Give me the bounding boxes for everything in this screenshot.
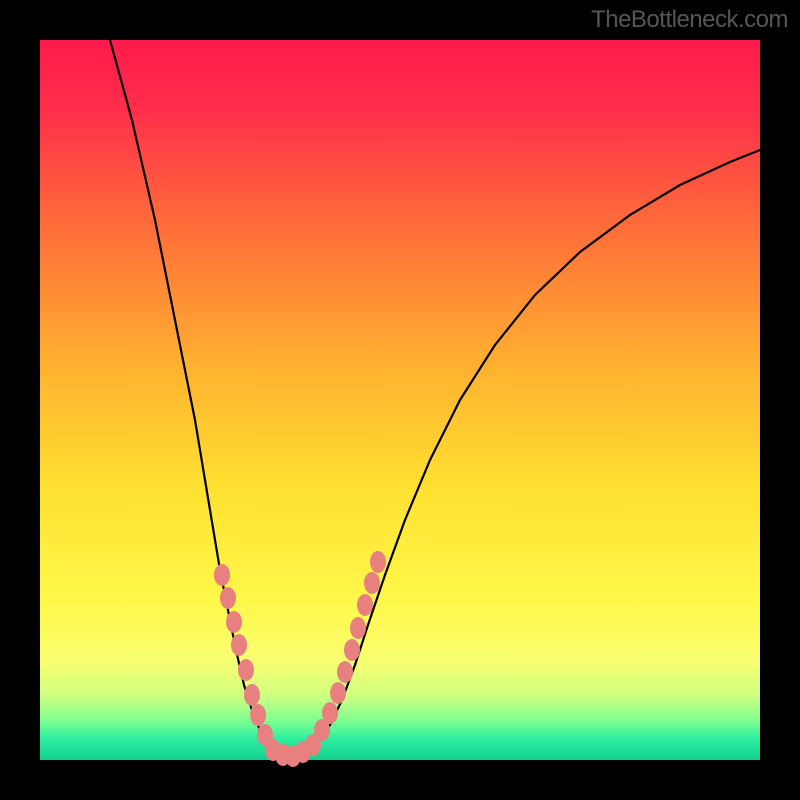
chart-container: TheBottleneck.com bbox=[0, 0, 800, 800]
watermark-text: TheBottleneck.com bbox=[591, 6, 788, 34]
bottleneck-chart bbox=[0, 0, 800, 800]
